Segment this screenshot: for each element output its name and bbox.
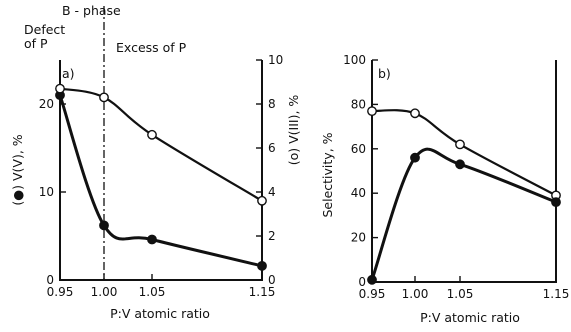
y-right-tick-label-a: 2 — [268, 229, 276, 243]
data-point-filled-b — [410, 152, 420, 163]
x-tick-label-b: 0.95 — [359, 287, 386, 301]
x-tick-label-a: 1.00 — [91, 285, 118, 299]
y-tick-label-a: 0 — [46, 273, 54, 287]
annotation-b-phase: B - phase — [62, 3, 121, 18]
y-tick-label-b: 40 — [351, 186, 366, 200]
data-point-filled-b — [455, 159, 465, 170]
panel-a-label: a) — [62, 66, 75, 81]
annotations: B - phase Defect of P Excess of P — [24, 3, 187, 55]
series-line-b-0 — [371, 109, 557, 197]
x-tick-label-b: 1.15 — [543, 287, 570, 301]
y-right-tick-label-a: 0 — [268, 273, 276, 287]
data-point-filled-b — [551, 197, 561, 208]
y-tick-label-a: 20 — [39, 97, 54, 111]
data-point-open-a — [257, 195, 267, 206]
y-tick-label-b: 100 — [343, 53, 366, 67]
x-tick-label-b: 1.05 — [447, 287, 474, 301]
series-line-a-1 — [59, 87, 263, 202]
y-tick-label-a: 10 — [39, 185, 54, 199]
y-axis-label-b: Selectivity, % — [320, 132, 335, 217]
y-axis-label-a: (●) V(V), % — [10, 134, 25, 205]
data-point-open-a — [55, 83, 65, 94]
annotation-defect-line: of P — [24, 36, 48, 51]
x-tick-label-a: 1.05 — [139, 285, 166, 299]
annotation-excess-of-p: Excess of P — [116, 40, 187, 55]
data-point-open-a — [147, 129, 157, 140]
data-point-filled-a — [147, 234, 157, 245]
x-tick-label-b: 1.00 — [402, 287, 429, 301]
annotation-defect-line: Defect — [24, 22, 65, 37]
x-axis-label-b: P:V atomic ratio — [420, 310, 520, 325]
y-tick-label-b: 20 — [351, 231, 366, 245]
annotation-defect-of-p: Defect of P — [24, 22, 65, 51]
x-tick-label-a: 0.95 — [47, 285, 74, 299]
series-line-b-1 — [370, 147, 557, 281]
series-line-a-0 — [58, 94, 263, 268]
axis-frame-b — [371, 60, 557, 283]
data-point-open-b — [455, 139, 465, 150]
y-right-tick-label-a: 6 — [268, 141, 276, 155]
y-tick-label-b: 80 — [351, 97, 366, 111]
y-tick-label-b: 60 — [351, 142, 366, 156]
data-point-open-a — [99, 92, 109, 103]
data-point-open-b — [410, 108, 420, 119]
y-right-tick-label-a: 10 — [268, 53, 283, 67]
data-point-filled-a — [99, 220, 109, 231]
y-right-tick-label-a: 8 — [268, 97, 276, 111]
axis-frame-a — [59, 60, 263, 281]
panel-b-label: b) — [378, 66, 391, 81]
y-tick-label-b: 0 — [358, 275, 366, 289]
data-point-filled-b — [367, 274, 377, 285]
y-right-tick-label-a: 4 — [268, 185, 276, 199]
x-tick-label-a: 1.15 — [249, 285, 276, 299]
y-right-axis-label-a: (o) V(III), % — [286, 95, 301, 166]
x-axis-label-a: P:V atomic ratio — [110, 306, 210, 321]
data-point-filled-a — [257, 260, 267, 271]
data-point-open-b — [367, 106, 377, 117]
chart-panel-b: b) 0.95 1.00 1.05 1.15 0 20 40 60 80 100 P:V atomi… — [320, 53, 569, 325]
